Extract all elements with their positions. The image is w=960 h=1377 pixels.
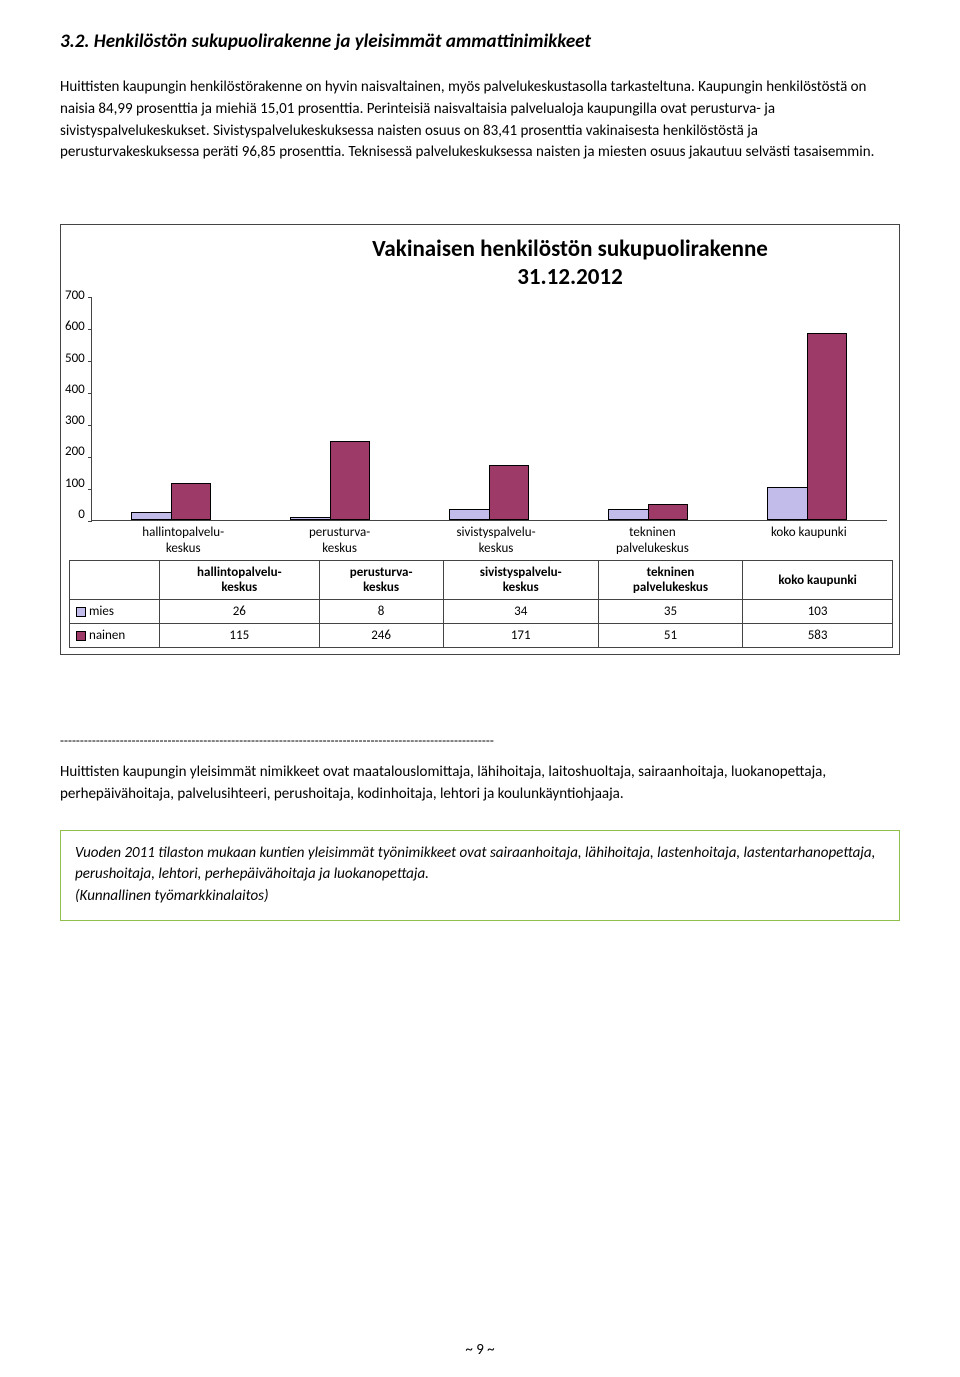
- chart-container: Vakinaisen henkilöstön sukupuolirakenne …: [60, 224, 900, 655]
- table-cell: 51: [598, 624, 742, 648]
- table-cell: 246: [319, 624, 443, 648]
- quote-text: Vuoden 2011 tilaston mukaan kuntien ylei…: [75, 844, 875, 884]
- table-header: perusturva-keskus: [319, 561, 443, 600]
- x-label: perusturva-keskus: [261, 525, 417, 556]
- chart-title-line2: 31.12.2012: [517, 263, 623, 291]
- x-label: sivistyspalvelu-keskus: [418, 525, 574, 556]
- bar-nainen: [489, 465, 529, 520]
- quote-source: (Kunnallinen työmarkkinalaitos): [75, 887, 269, 905]
- y-tick-label: 400: [65, 383, 85, 396]
- quote-box: Vuoden 2011 tilaston mukaan kuntien ylei…: [60, 830, 900, 921]
- bar-nainen: [648, 504, 688, 520]
- table-cell: 34: [443, 600, 598, 624]
- bar-mies: [290, 517, 330, 520]
- series-label-cell: nainen: [70, 624, 160, 648]
- table-header: tekninenpalvelukeskus: [598, 561, 742, 600]
- table-cell: 115: [160, 624, 320, 648]
- table-row: mies2683435103: [70, 600, 893, 624]
- data-table: hallintopalvelu-keskusperusturva-keskuss…: [69, 560, 893, 648]
- x-label: tekninenpalvelukeskus: [574, 525, 730, 556]
- bar-nainen: [171, 483, 211, 520]
- legend-swatch-mies: [76, 607, 86, 617]
- plot-row: 7006005004003002001000: [65, 297, 895, 521]
- bar-group: [251, 297, 410, 520]
- plot-area: [91, 297, 887, 521]
- x-label: koko kaupunki: [731, 525, 887, 556]
- table-row: nainen11524617151583: [70, 624, 893, 648]
- y-tick-label: 500: [65, 352, 85, 365]
- table-header: koko kaupunki: [743, 561, 893, 600]
- y-tick-label: 600: [65, 320, 85, 333]
- y-tick-label: 200: [65, 445, 85, 458]
- paragraph-1: Huittisten kaupungin henkilöstörakenne o…: [60, 77, 900, 164]
- table-cell: 103: [743, 600, 893, 624]
- divider-line: ----------------------------------------…: [60, 735, 900, 748]
- bar-group: [92, 297, 251, 520]
- bar-group: [410, 297, 569, 520]
- x-label: hallintopalvelu-keskus: [105, 525, 261, 556]
- table-cell: 35: [598, 600, 742, 624]
- table-header: hallintopalvelu-keskus: [160, 561, 320, 600]
- y-tick-label: 700: [65, 289, 85, 302]
- bar-mies: [608, 509, 648, 520]
- table-cell: 171: [443, 624, 598, 648]
- bar-mies: [767, 487, 807, 520]
- series-label-cell: mies: [70, 600, 160, 624]
- legend-swatch-nainen: [76, 631, 86, 641]
- bar-nainen: [330, 441, 370, 520]
- bar-nainen: [807, 333, 847, 520]
- y-axis: 700 600 500 400 300 200 100 0: [65, 289, 91, 521]
- table-cell: 8: [319, 600, 443, 624]
- x-axis-labels: hallintopalvelu-keskusperusturva-keskuss…: [105, 525, 887, 556]
- bar-group: [728, 297, 887, 520]
- table-cell: 26: [160, 600, 320, 624]
- table-cell: 583: [743, 624, 893, 648]
- chart-title-line1: Vakinaisen henkilöstön sukupuolirakenne: [372, 235, 768, 263]
- table-header: sivistyspalvelu-keskus: [443, 561, 598, 600]
- page-number: ~ 9 ~: [0, 1341, 960, 1359]
- bar-mies: [449, 509, 489, 520]
- chart-title: Vakinaisen henkilöstön sukupuolirakenne …: [245, 235, 895, 291]
- y-tick-label: 300: [65, 414, 85, 427]
- y-tick-label: 100: [65, 477, 85, 490]
- paragraph-2: Huittisten kaupungin yleisimmät nimikkee…: [60, 762, 900, 806]
- bar-group: [569, 297, 728, 520]
- y-tick-label: 0: [78, 508, 85, 521]
- bar-mies: [131, 512, 171, 520]
- section-heading: 3.2. Henkilöstön sukupuolirakenne ja yle…: [60, 30, 900, 53]
